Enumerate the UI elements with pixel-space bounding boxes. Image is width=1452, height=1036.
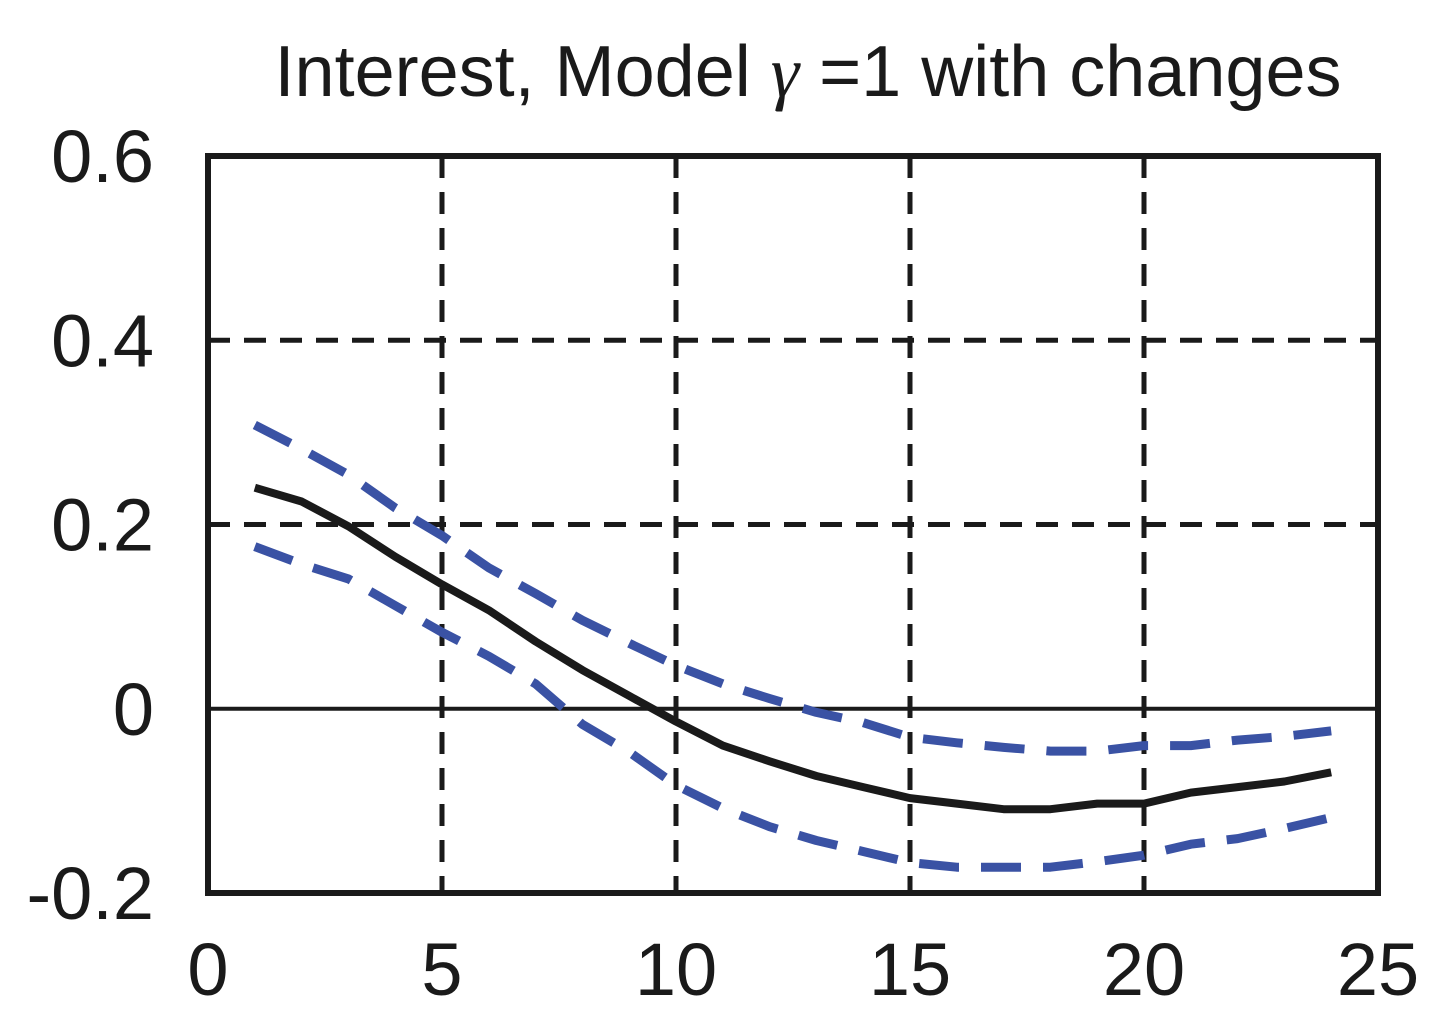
y-tick-label-0.6: 0.6 (51, 115, 154, 198)
y-tick-label-0.2: 0.2 (51, 484, 154, 567)
x-tick-label-25: 25 (1337, 928, 1419, 1011)
series-lines (252, 420, 1333, 872)
series-line-3 (253, 542, 1333, 872)
x-tick-label-10: 10 (635, 928, 717, 1011)
x-tick-label-15: 15 (869, 928, 951, 1011)
plot-frame (205, 153, 1381, 896)
y-tick-label--0.2: -0.2 (26, 852, 154, 935)
x-tick-label-5: 5 (421, 928, 462, 1011)
grid-lines (208, 156, 1378, 893)
gamma-symbol: γ (771, 32, 801, 112)
y-tick-label-0.4: 0.4 (51, 299, 154, 382)
x-tick-label-0: 0 (187, 928, 228, 1011)
x-tick-label-20: 20 (1103, 928, 1185, 1011)
series-line-2 (252, 420, 1332, 756)
tick-labels: 0 5 10 15 20 25 -0.2 0 0.2 0.4 0.6 (26, 115, 1419, 1011)
series-line-1 (253, 483, 1332, 814)
y-tick-label-0: 0 (113, 668, 154, 751)
chart-title: Interest, Model γ =1 with changes (275, 32, 1342, 112)
